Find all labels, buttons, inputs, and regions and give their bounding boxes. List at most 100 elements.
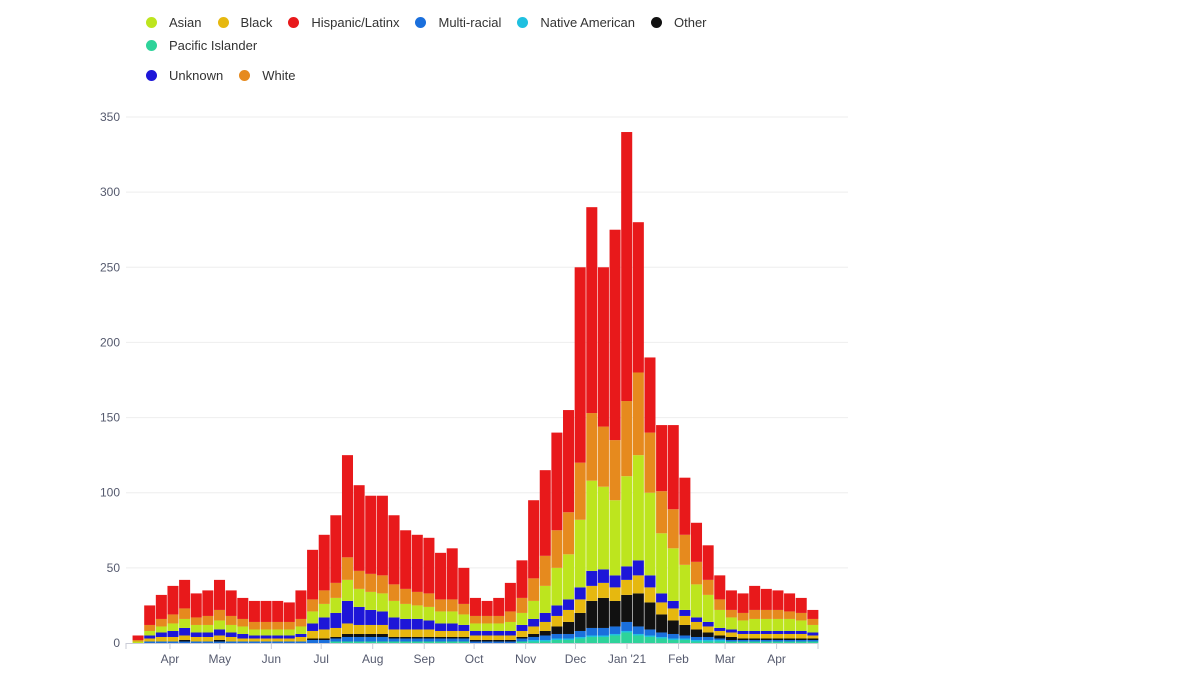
bar-segment-multi-racial [155, 641, 167, 643]
y-tick-label: 150 [100, 411, 120, 425]
bar-segment-hispanic-latinx [179, 579, 191, 609]
legend-item-white[interactable]: White [239, 67, 295, 83]
bar-segment-black [621, 579, 633, 595]
bar-segment-black [702, 626, 714, 633]
legend-dot-icon [217, 16, 229, 28]
bar-segment-other [179, 639, 191, 642]
bar-segment-multi-racial [749, 639, 761, 642]
bar-segment-asian [644, 492, 656, 576]
legend-item-other[interactable]: Other [650, 14, 707, 30]
bar-segment-hispanic-latinx [295, 590, 307, 619]
bar-segment-multi-racial [504, 641, 516, 643]
bar-segment-asian [435, 611, 447, 624]
legend-label: Multi-racial [438, 14, 502, 30]
legend-item-native-american[interactable]: Native American [517, 14, 635, 30]
bar-segment-multi-racial [760, 639, 772, 642]
bar-segment-unknown [155, 632, 167, 637]
bar-segment-multi-racial [190, 641, 202, 643]
x-tick-label: Mar [715, 652, 736, 666]
bar-segment-asian [144, 630, 156, 636]
bar-segment-unknown [807, 632, 819, 636]
bar-segment-white [237, 618, 249, 627]
legend-item-pacific-islander[interactable]: Pacific Islander [146, 37, 257, 53]
bar-segment-white [132, 639, 144, 642]
bar-segment-pacific-islander [725, 641, 737, 643]
legend-item-black[interactable]: Black [217, 14, 272, 30]
bar-segment-white [446, 599, 458, 612]
bar-segment-white [690, 561, 703, 585]
bar-segment-black [644, 587, 656, 603]
legend-item-hispanic-latinx[interactable]: Hispanic/Latinx [288, 14, 399, 30]
bar-segment-hispanic-latinx [237, 597, 249, 619]
bar-segment-other [563, 621, 575, 634]
bar-segment-black [411, 629, 423, 637]
bar-segment-white [435, 599, 447, 612]
bar-segment-hispanic-latinx [458, 567, 470, 604]
bar-segment-hispanic-latinx [388, 515, 400, 585]
y-tick-label: 300 [100, 185, 120, 199]
x-tick-label: Aug [362, 652, 383, 666]
bar-segment-white [621, 401, 633, 477]
bar-segment-white [563, 512, 575, 555]
bar-segment-multi-racial [772, 639, 784, 642]
bar-segment-other [400, 636, 412, 639]
bar-segment-asian [365, 591, 377, 610]
bar-segment-unknown [702, 621, 714, 627]
bar-segment-unknown [469, 630, 481, 636]
bar-segment-hispanic-latinx [749, 585, 761, 610]
bar-segment-unknown [563, 599, 575, 610]
bar-segment-black [423, 629, 435, 637]
y-tick-label: 50 [107, 561, 121, 575]
bar-segment-hispanic-latinx [574, 267, 586, 463]
y-tick-label: 250 [100, 260, 120, 274]
bar-segment-black [516, 630, 528, 637]
x-tick-label: Jun [262, 652, 281, 666]
bar-segment-white [656, 491, 668, 534]
bar-segment-hispanic-latinx [807, 609, 819, 619]
bar-segment-pacific-islander [772, 641, 784, 643]
bar-segment-black [307, 630, 319, 639]
bar-segment-hispanic-latinx [597, 267, 609, 427]
bar-segment-multi-racial [469, 641, 481, 643]
bar-segment-multi-racial [376, 636, 388, 642]
legend-item-multi-racial[interactable]: Multi-racial [415, 14, 501, 30]
legend-dot-icon [288, 16, 300, 28]
bar-segment-white [644, 432, 656, 493]
bar-segment-asian [504, 621, 516, 631]
bar-segment-unknown [539, 612, 551, 622]
bar-segment-other [435, 636, 447, 639]
bar-segment-asian [307, 611, 319, 624]
bar-segment-asian [132, 641, 144, 643]
legend-item-asian[interactable]: Asian [146, 14, 202, 30]
bar-segment-white [225, 615, 237, 625]
bar-segment-hispanic-latinx [341, 455, 354, 558]
bar-segment-unknown [772, 630, 784, 634]
bar-segment-white [551, 530, 563, 568]
bar-segment-black [213, 635, 226, 640]
bar-segment-other [376, 633, 388, 637]
bar-segment-white [609, 440, 621, 501]
bar-segment-asian [667, 548, 679, 601]
bar-segment-white [388, 584, 400, 601]
bar-segment-other [586, 600, 598, 628]
y-tick-label: 100 [100, 486, 120, 500]
bar-segment-hispanic-latinx [725, 590, 737, 610]
legend-item-unknown[interactable]: Unknown [146, 67, 223, 83]
bar-segment-pacific-islander [400, 641, 412, 643]
bar-segment-asian [725, 617, 737, 630]
bar-segment-asian [167, 623, 179, 631]
bar-segment-white [353, 570, 365, 589]
bar-segment-pacific-islander [690, 641, 703, 643]
bar-segment-hispanic-latinx [446, 548, 458, 600]
bar-segment-black [365, 624, 377, 634]
bar-segment-white [330, 582, 342, 598]
bar-segment-native-american [667, 638, 679, 640]
bar-segment-other [725, 636, 737, 640]
bar-segment-white [597, 426, 609, 487]
bar-segment-unknown [435, 623, 447, 631]
bar-segment-native-american [563, 638, 575, 640]
bar-segment-black [341, 623, 354, 634]
legend-label: Unknown [169, 67, 224, 83]
legend-dot-icon [650, 16, 662, 28]
bar-segment-black [807, 635, 819, 639]
